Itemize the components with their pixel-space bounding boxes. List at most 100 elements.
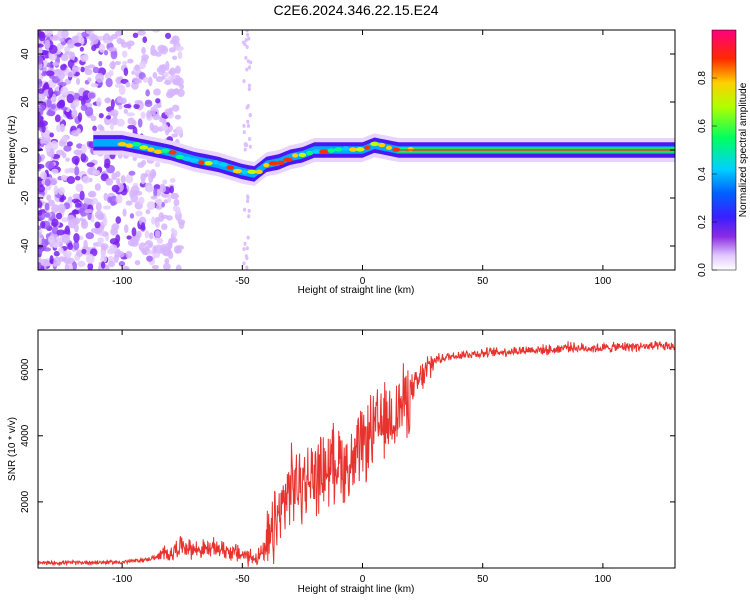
noise-blob xyxy=(90,227,99,233)
noise-blob xyxy=(38,262,42,270)
snr-x-tick-label: -50 xyxy=(235,574,250,585)
colorbar-tick-label: 0.8 xyxy=(697,71,708,85)
noise-blob xyxy=(64,225,71,236)
noise-blob xyxy=(123,67,129,77)
noise-blob xyxy=(104,97,112,104)
noise-blob xyxy=(242,247,246,252)
ridge-peak xyxy=(204,160,213,166)
noise-blob xyxy=(67,71,73,78)
noise-blob xyxy=(67,39,76,49)
noise-blob xyxy=(242,207,247,212)
noise-blob xyxy=(77,36,85,43)
noise-blob xyxy=(111,184,120,193)
colorbar-scale xyxy=(711,29,737,271)
noise-blob xyxy=(173,198,180,207)
noise-blob xyxy=(77,112,83,122)
ridge-peak xyxy=(189,158,199,163)
noise-blob xyxy=(61,30,69,39)
spectrogram-y-ticks: -40 -20 0 20 40 xyxy=(20,48,675,253)
noise-blob xyxy=(242,130,246,135)
noise-blob xyxy=(125,200,133,206)
noise-blob xyxy=(151,171,157,177)
ridge-peak xyxy=(334,147,343,152)
noise-blob xyxy=(154,161,161,168)
noise-blob xyxy=(82,175,90,184)
noise-blob xyxy=(173,205,178,212)
ridge-peak xyxy=(168,150,177,155)
noise-blob xyxy=(79,46,84,52)
ridge-peak xyxy=(378,142,386,148)
noise-blob xyxy=(66,214,75,223)
noise-blob xyxy=(39,258,49,267)
ridge-peak xyxy=(319,149,329,154)
noise-blob xyxy=(48,52,57,61)
noise-blob xyxy=(165,32,172,39)
noise-blob xyxy=(109,61,116,70)
noise-blob xyxy=(38,153,41,163)
ridge-peak xyxy=(132,141,141,147)
noise-blob xyxy=(50,140,59,151)
ridge-peak xyxy=(292,153,299,158)
noise-blob xyxy=(144,230,150,239)
noise-blob xyxy=(123,266,129,270)
noise-blob xyxy=(45,160,55,170)
noise-blob xyxy=(38,111,41,118)
snr-y-ticks: 2000 4000 6000 xyxy=(20,358,675,513)
noise-blob xyxy=(79,190,85,201)
ridge-peak xyxy=(117,142,127,147)
noise-blob xyxy=(150,195,158,200)
noise-blob xyxy=(47,199,55,207)
noise-blob xyxy=(81,218,87,226)
noise-blob xyxy=(84,68,93,76)
noise-blob xyxy=(138,61,147,70)
noise-blob xyxy=(39,138,46,144)
noise-blob xyxy=(140,173,146,182)
noise-blob xyxy=(87,64,96,69)
noise-blob xyxy=(132,120,137,127)
noise-blob xyxy=(125,250,133,259)
spectrogram-y-tick-label: 20 xyxy=(20,96,31,108)
noise-blob xyxy=(140,222,146,231)
noise-blob xyxy=(130,193,139,203)
noise-blob xyxy=(105,115,112,120)
noise-blob xyxy=(155,221,160,229)
noise-blob xyxy=(71,261,78,270)
noise-blob xyxy=(87,77,92,82)
noise-blob xyxy=(243,147,247,152)
noise-blob xyxy=(242,261,246,266)
noise-blob xyxy=(55,149,65,156)
ridge-peak xyxy=(247,169,257,174)
noise-blob xyxy=(163,199,169,204)
noise-blob xyxy=(95,72,104,83)
noise-blob xyxy=(175,264,182,270)
noise-blob xyxy=(44,212,51,218)
ridge-peak xyxy=(312,149,322,154)
colorbar-tick-label: 0.2 xyxy=(697,215,708,229)
noise-blob xyxy=(49,35,59,41)
noise-blob xyxy=(128,170,136,176)
noise-blob xyxy=(246,104,250,109)
noise-blob xyxy=(246,199,250,204)
noise-blob xyxy=(53,185,59,195)
noise-blob xyxy=(145,89,150,97)
ridge-peak xyxy=(385,145,393,151)
noise-blob xyxy=(73,232,80,243)
noise-blob xyxy=(38,43,44,48)
noise-blob xyxy=(38,209,43,216)
noise-blob xyxy=(44,178,51,187)
noise-blob xyxy=(55,212,63,220)
noise-blob xyxy=(126,235,132,240)
noise-blob xyxy=(104,158,111,167)
noise-blob xyxy=(169,67,176,76)
noise-blob xyxy=(91,197,99,205)
noise-blob xyxy=(146,110,152,119)
noise-blob xyxy=(61,136,69,142)
noise-blob xyxy=(119,97,127,105)
noise-blob xyxy=(58,186,65,196)
noise-blob xyxy=(86,162,95,168)
ridge-peak xyxy=(232,168,243,174)
spectrogram-x-tick-label: 0 xyxy=(360,276,366,287)
noise-blob xyxy=(162,262,171,270)
ridge-peak xyxy=(139,145,149,150)
noise-blob xyxy=(77,260,86,268)
